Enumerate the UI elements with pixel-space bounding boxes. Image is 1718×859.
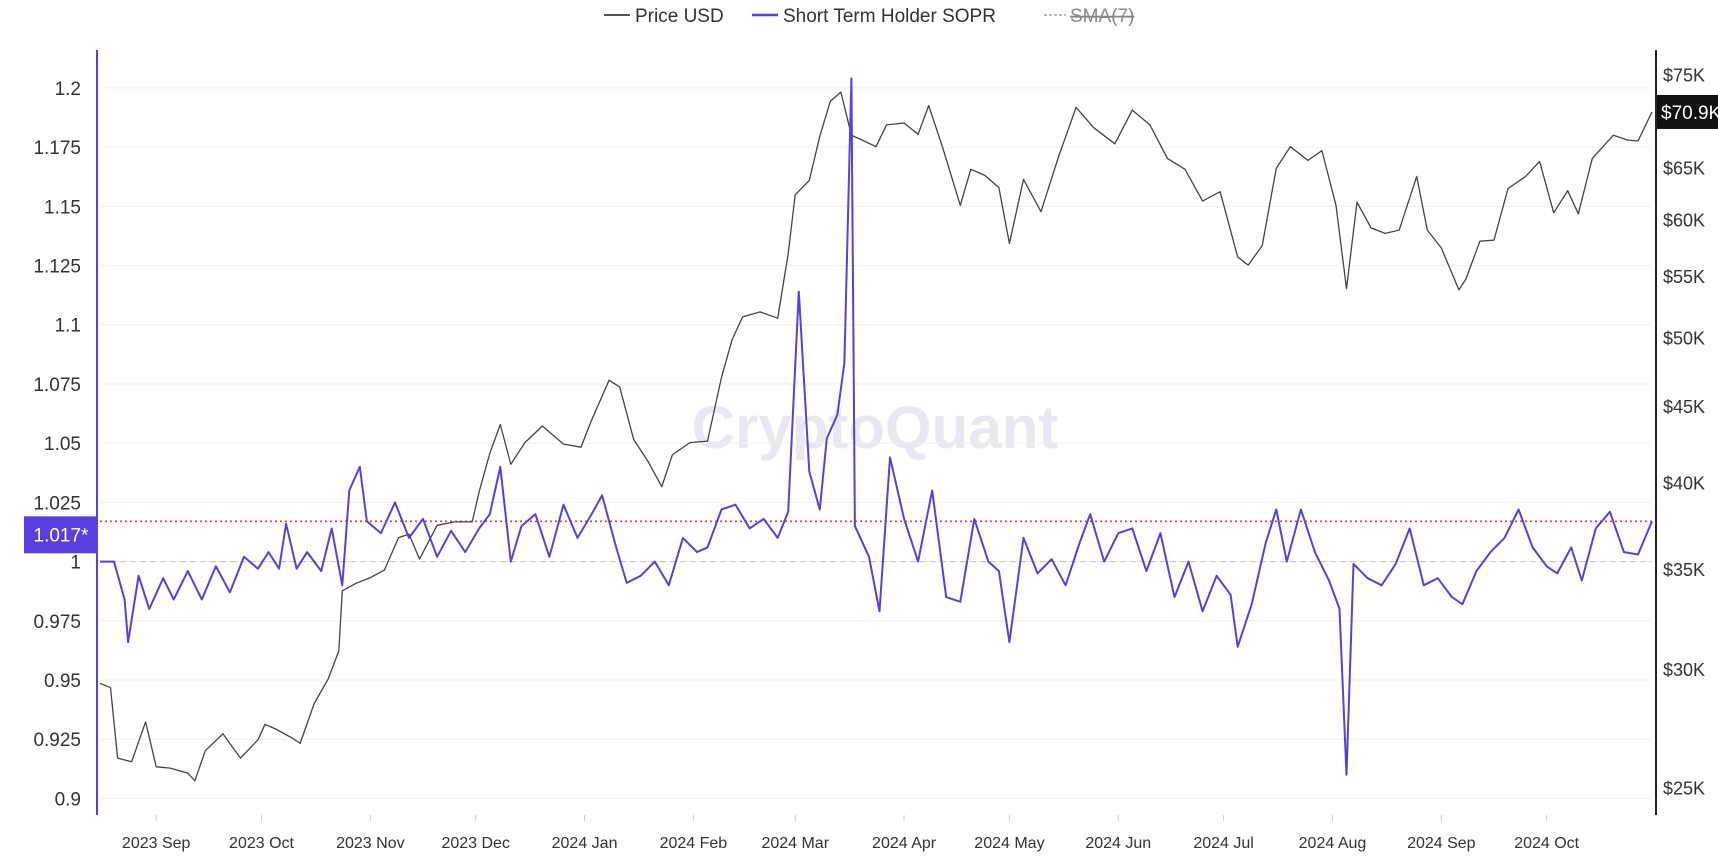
x-tick-label: 2024 Sep xyxy=(1407,835,1476,852)
series-line-sopr xyxy=(100,77,1653,776)
right-tick-label: $25K xyxy=(1663,779,1705,799)
legend-item-price[interactable]: Price USD xyxy=(604,6,724,27)
x-axis-ticks: 2023 Sep 2023 Oct 2023 Nov 2023 Dec 2024 Jan… xyxy=(122,815,1580,852)
left-tick-label: 1.2 xyxy=(55,79,81,100)
price-value-badge: $70.9K xyxy=(1657,94,1718,129)
x-tick-label: 2023 Nov xyxy=(336,835,405,852)
reference-lines xyxy=(100,520,1652,563)
legend[interactable]: Price USD Short Term Holder SOPR SMA(7) xyxy=(604,6,1134,27)
right-axis-ticks: $75K$70K$65K$60K$55K$50K$45K$40K$35K$30K… xyxy=(1663,65,1705,798)
left-tick-label: 1.05 xyxy=(44,434,81,455)
x-tick-label: 2024 Jan xyxy=(552,835,618,852)
series-line-price xyxy=(99,91,1653,782)
gridlines xyxy=(100,87,1652,799)
x-tick-label: 2024 Feb xyxy=(660,835,728,852)
right-tick-label: $50K xyxy=(1663,329,1705,349)
legend-label-sopr: Short Term Holder SOPR xyxy=(783,6,996,27)
x-tick-label: 2024 May xyxy=(974,835,1044,852)
left-tick-label: 1.025 xyxy=(33,493,81,514)
x-tick-label: 2024 Mar xyxy=(761,835,829,852)
legend-label-price: Price USD xyxy=(635,6,724,27)
right-tick-label: $60K xyxy=(1663,210,1705,230)
left-tick-label: 0.975 xyxy=(33,612,81,633)
left-tick-label: 1.175 xyxy=(33,138,81,159)
legend-label-sma: SMA(7) xyxy=(1070,6,1134,27)
price-value-badge-text: $70.9K xyxy=(1661,103,1718,124)
right-tick-label: $75K xyxy=(1663,65,1705,85)
sopr-value-badge: 1.017* xyxy=(24,516,98,554)
right-tick-label: $30K xyxy=(1663,660,1705,680)
right-tick-label: $40K xyxy=(1663,473,1705,493)
x-tick-label: 2024 Jun xyxy=(1085,835,1151,852)
left-tick-label: 0.925 xyxy=(33,730,81,751)
left-tick-label: 0.9 xyxy=(55,789,81,810)
legend-item-sopr[interactable]: Short Term Holder SOPR xyxy=(752,6,996,27)
right-tick-label: $55K xyxy=(1663,267,1705,287)
right-tick-label: $45K xyxy=(1663,397,1705,417)
x-tick-label: 2024 Oct xyxy=(1514,835,1579,852)
right-tick-label: $65K xyxy=(1663,158,1705,178)
left-tick-label: 1.1 xyxy=(55,316,81,337)
x-tick-label: 2023 Sep xyxy=(122,835,191,852)
x-tick-label: 2023 Oct xyxy=(229,835,294,852)
legend-item-sma[interactable]: SMA(7) xyxy=(1044,6,1134,27)
left-tick-label: 1.075 xyxy=(33,375,81,396)
x-tick-label: 2024 Apr xyxy=(872,835,937,852)
left-tick-label: 0.95 xyxy=(44,671,81,692)
left-tick-label: 1.15 xyxy=(44,197,81,218)
x-tick-label: 2023 Dec xyxy=(441,835,510,852)
x-tick-label: 2024 Jul xyxy=(1193,835,1254,852)
series-layer xyxy=(99,77,1653,782)
left-tick-label: 1.125 xyxy=(33,257,81,278)
watermark-logo: CryptoQuant xyxy=(692,394,1059,461)
right-tick-label: $35K xyxy=(1663,560,1705,580)
x-tick-label: 2024 Aug xyxy=(1299,835,1367,852)
sopr-value-badge-text: 1.017* xyxy=(34,525,90,546)
left-axis-ticks: 1.2 1.175 1.15 1.125 1.1 1.075 1.05 1.025 1 0.975… xyxy=(33,79,81,811)
left-tick-label: 1 xyxy=(70,553,81,574)
